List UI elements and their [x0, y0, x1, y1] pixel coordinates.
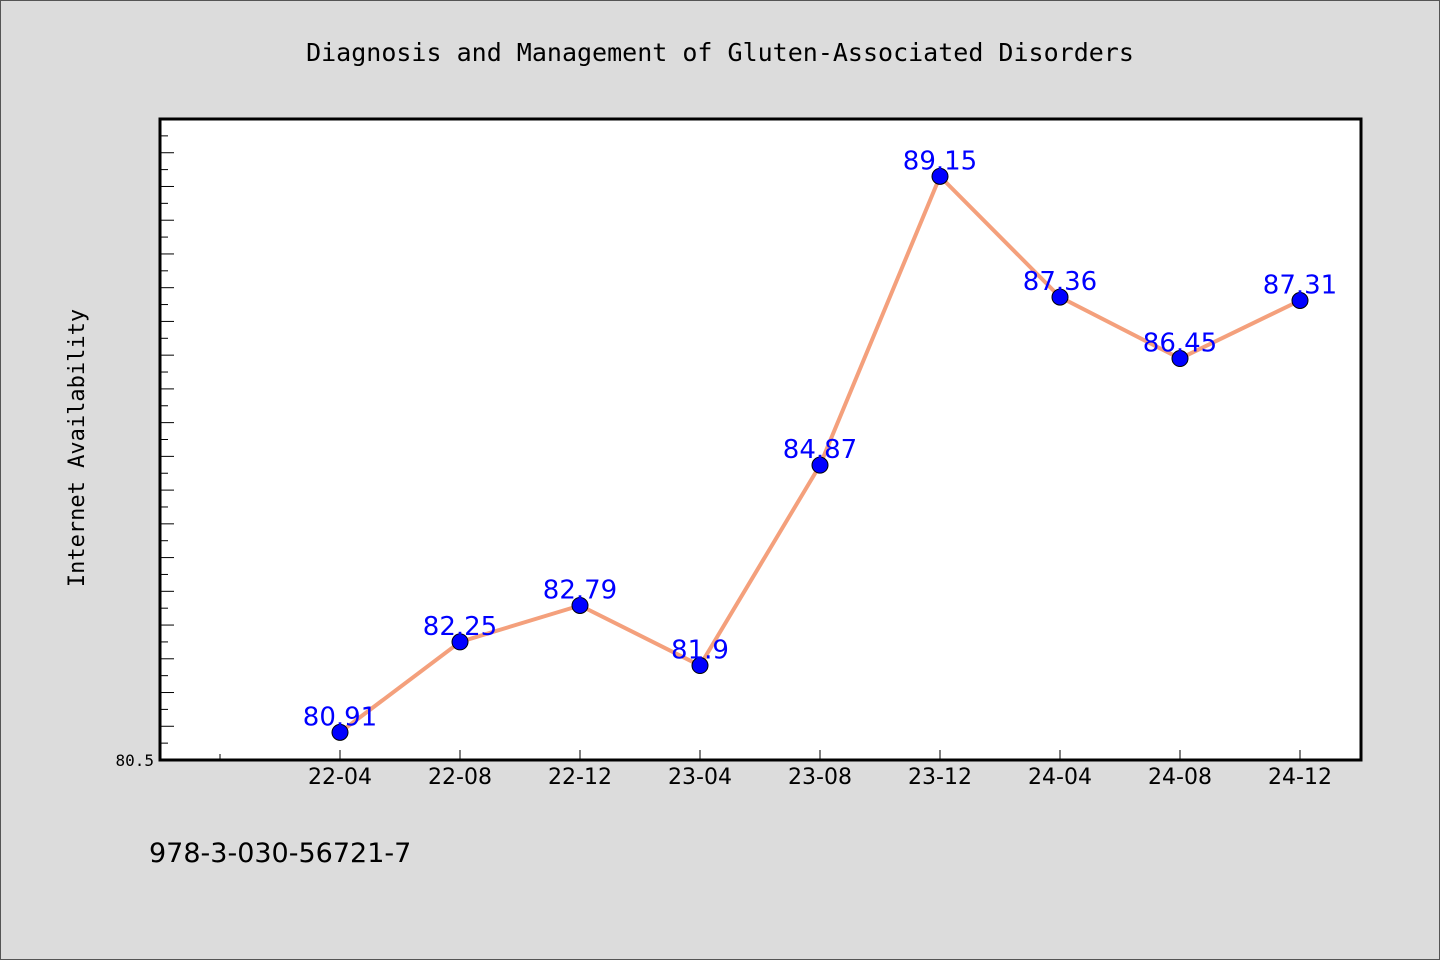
chart-title: Diagnosis and Management of Gluten-Assoc…	[306, 38, 1134, 67]
x-tick-label: 24-08	[1148, 765, 1212, 790]
x-tick-label: 24-04	[1028, 765, 1092, 790]
data-point	[1171, 350, 1189, 368]
data-point	[1051, 288, 1069, 306]
plot-area	[158, 117, 1363, 762]
data-label: 84.87	[783, 435, 857, 465]
x-tick-label: 22-04	[308, 765, 372, 790]
y-tick-label: 80.5	[115, 751, 154, 770]
y-ticks: 80.5	[115, 118, 174, 770]
x-tick-label: 23-12	[908, 765, 972, 790]
x-tick-label: 22-12	[548, 765, 612, 790]
data-label: 87.36	[1023, 267, 1097, 297]
data-label: 81.9	[671, 636, 729, 666]
data-point	[1291, 292, 1309, 310]
x-tick-label: 24-12	[1268, 765, 1332, 790]
data-label: 80.91	[303, 702, 377, 732]
data-label: 82.25	[423, 612, 497, 642]
data-label: 82.79	[543, 575, 617, 605]
x-tick-label: 23-04	[668, 765, 732, 790]
x-tick-label: 22-08	[428, 765, 492, 790]
data-point	[451, 633, 469, 651]
series-group: 80.91 82.25 82.79 81.9 84.87 89.15 87.36 86.45 8…	[303, 146, 1337, 741]
data-label: 87.31	[1263, 271, 1337, 301]
isbn-text: 978-3-030-56721-7	[149, 838, 411, 869]
data-point	[571, 596, 589, 614]
data-label: 89.15	[903, 146, 977, 176]
y-axis-label: Internet Availability	[65, 309, 90, 587]
data-point	[811, 456, 829, 474]
x-tick-label: 23-08	[788, 765, 852, 790]
data-label: 86.45	[1143, 329, 1217, 359]
x-ticks: 22-04 22-08 22-12 23-04 23-08 23-12 24-04 24-08…	[219, 750, 1332, 790]
data-point	[691, 657, 709, 675]
data-point	[931, 167, 949, 185]
data-point	[331, 723, 349, 741]
